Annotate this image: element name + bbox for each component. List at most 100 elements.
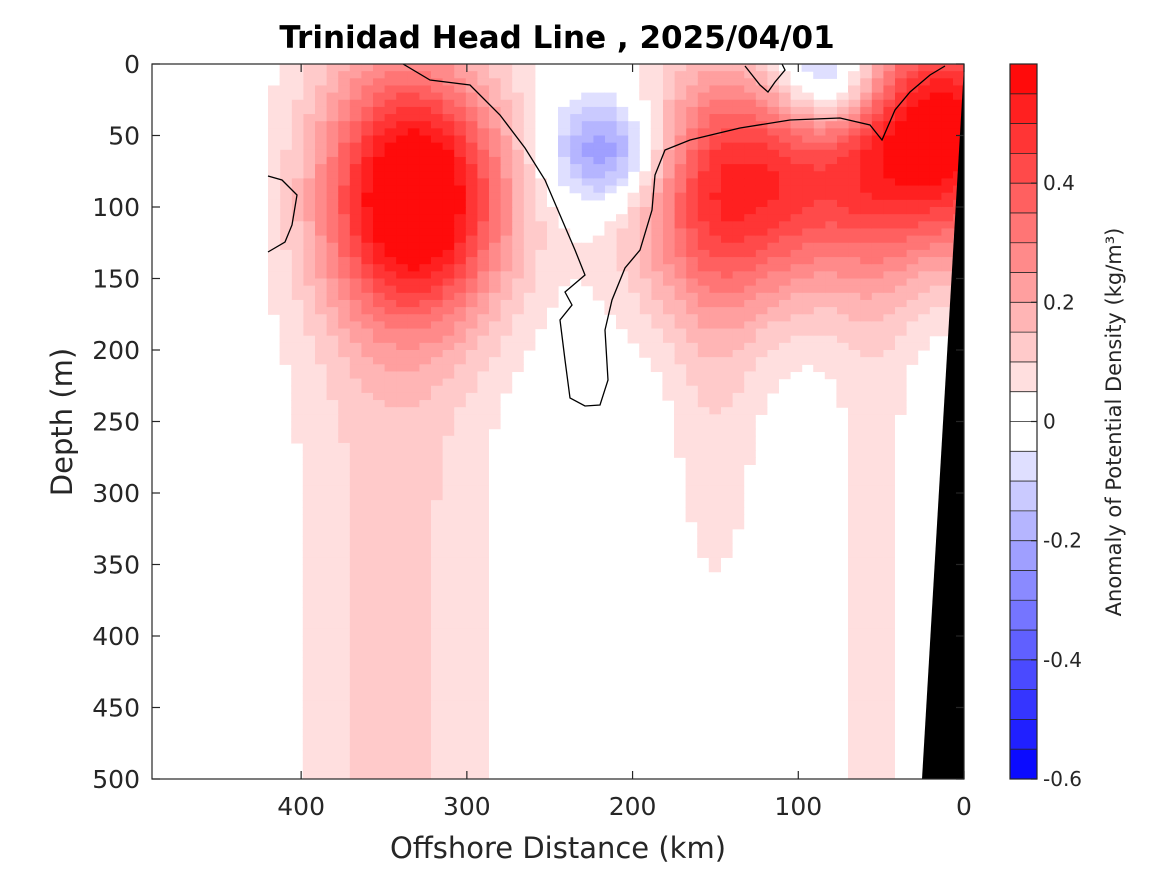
contour-cell	[337, 392, 350, 401]
contour-cell	[465, 85, 478, 94]
contour-cell	[639, 285, 652, 294]
contour-cell	[616, 149, 629, 158]
contour-cell	[407, 521, 420, 530]
contour-cell	[511, 171, 524, 179]
contour-cell	[848, 693, 861, 701]
contour-cell	[418, 457, 431, 465]
contour-cell	[871, 693, 884, 701]
contour-cell	[650, 185, 663, 194]
contour-cell	[476, 292, 489, 301]
contour-cell	[824, 164, 837, 172]
contour-cell	[291, 121, 304, 129]
contour-cell	[314, 628, 327, 637]
contour-cell	[360, 507, 373, 516]
contour-cell	[801, 307, 814, 315]
contour-cell	[871, 171, 884, 179]
contour-cell	[349, 385, 362, 394]
contour-cell	[360, 457, 373, 465]
contour-cell	[407, 414, 420, 423]
contour-cell	[326, 421, 339, 430]
contour-cell	[813, 357, 826, 365]
contour-cell	[801, 285, 814, 294]
contour-cell	[430, 464, 443, 473]
contour-cell	[372, 78, 385, 87]
contour-cell	[674, 228, 687, 237]
contour-cell	[395, 614, 408, 623]
contour-cell	[360, 736, 373, 744]
contour-cell	[685, 114, 698, 122]
contour-cell	[650, 156, 663, 165]
contour-cell	[871, 285, 884, 294]
colorbar-swatch	[1010, 510, 1037, 542]
contour-cell	[430, 428, 443, 437]
contour-cell	[674, 407, 687, 415]
y-tick-label: 350	[92, 551, 140, 580]
y-tick-label: 200	[92, 336, 140, 365]
contour-cell	[476, 578, 489, 587]
contour-cell	[326, 450, 339, 458]
contour-cell	[360, 585, 373, 594]
contour-cell	[790, 257, 803, 265]
contour-cell	[337, 571, 350, 580]
contour-cell	[430, 550, 443, 558]
contour-cell	[511, 264, 524, 272]
contour-cell	[871, 514, 884, 523]
contour-cell	[906, 164, 919, 172]
contour-cell	[801, 199, 814, 208]
contour-cell	[349, 149, 362, 158]
contour-cell	[859, 721, 872, 730]
contour-cell	[766, 335, 779, 344]
contour-cell	[418, 450, 431, 458]
contour-cell	[314, 657, 327, 666]
contour-cell	[871, 106, 884, 115]
contour-cell	[395, 299, 408, 308]
contour-cell	[824, 328, 837, 337]
contour-cell	[430, 149, 443, 158]
contour-cell	[906, 114, 919, 122]
contour-cell	[662, 264, 675, 272]
contour-cell	[500, 264, 513, 272]
contour-cell	[372, 264, 385, 272]
contour-cell	[894, 385, 907, 394]
contour-cell	[430, 450, 443, 458]
contour-cell	[291, 142, 304, 151]
contour-cell	[395, 171, 408, 179]
contour-cell	[349, 707, 362, 716]
contour-cell	[442, 471, 455, 480]
contour-cell	[407, 71, 420, 79]
contour-cell	[500, 371, 513, 380]
contour-cell	[882, 500, 895, 508]
contour-cell	[360, 757, 373, 766]
contour-cell	[291, 400, 304, 408]
contour-cell	[720, 514, 733, 523]
contour-cell	[500, 228, 513, 237]
contour-cell	[465, 214, 478, 222]
contour-cell	[894, 214, 907, 222]
contour-cell	[523, 257, 536, 265]
contour-cell	[453, 378, 466, 387]
contour-cell	[476, 543, 489, 551]
contour-cell	[708, 435, 721, 444]
contour-cell	[848, 743, 861, 751]
contour-cell	[302, 199, 315, 208]
contour-cell	[569, 135, 582, 144]
contour-cell	[326, 85, 339, 94]
contour-cell	[372, 721, 385, 730]
contour-cell	[662, 192, 675, 201]
contour-cell	[302, 285, 315, 294]
contour-cell	[848, 156, 861, 165]
contour-cell	[372, 442, 385, 451]
contour-cell	[465, 149, 478, 158]
contour-cell	[906, 328, 919, 337]
contour-cell	[430, 721, 443, 730]
contour-cell	[848, 178, 861, 187]
contour-cell	[326, 106, 339, 115]
contour-cell	[697, 364, 710, 373]
contour-cell	[500, 142, 513, 151]
contour-cell	[372, 578, 385, 587]
contour-cell	[882, 757, 895, 766]
contour-cell	[279, 242, 292, 251]
contour-cell	[476, 636, 489, 644]
contour-cell	[882, 614, 895, 623]
contour-cell	[604, 92, 617, 101]
